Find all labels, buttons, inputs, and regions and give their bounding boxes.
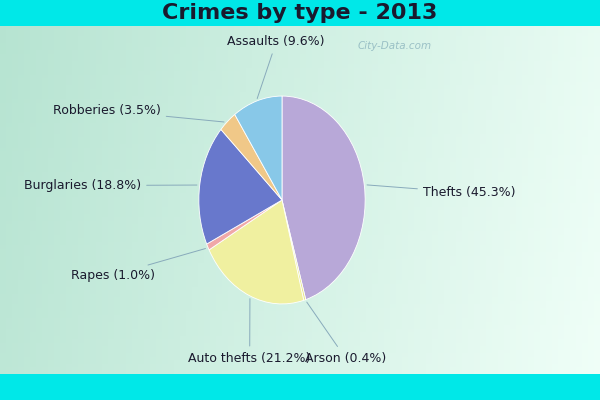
- Text: Arson (0.4%): Arson (0.4%): [305, 302, 386, 364]
- Text: Thefts (45.3%): Thefts (45.3%): [367, 185, 515, 199]
- Text: Auto thefts (21.2%): Auto thefts (21.2%): [188, 299, 311, 364]
- Text: City-Data.com: City-Data.com: [358, 41, 432, 51]
- Wedge shape: [282, 200, 306, 300]
- Text: Assaults (9.6%): Assaults (9.6%): [227, 36, 325, 98]
- Text: Burglaries (18.8%): Burglaries (18.8%): [24, 179, 197, 192]
- Wedge shape: [221, 114, 282, 200]
- Wedge shape: [282, 96, 365, 300]
- Wedge shape: [209, 200, 304, 304]
- Text: Rapes (1.0%): Rapes (1.0%): [71, 248, 205, 282]
- Text: Crimes by type - 2013: Crimes by type - 2013: [163, 3, 437, 23]
- Wedge shape: [199, 130, 282, 244]
- Text: Robberies (3.5%): Robberies (3.5%): [53, 104, 224, 122]
- Wedge shape: [235, 96, 282, 200]
- Wedge shape: [206, 200, 282, 250]
